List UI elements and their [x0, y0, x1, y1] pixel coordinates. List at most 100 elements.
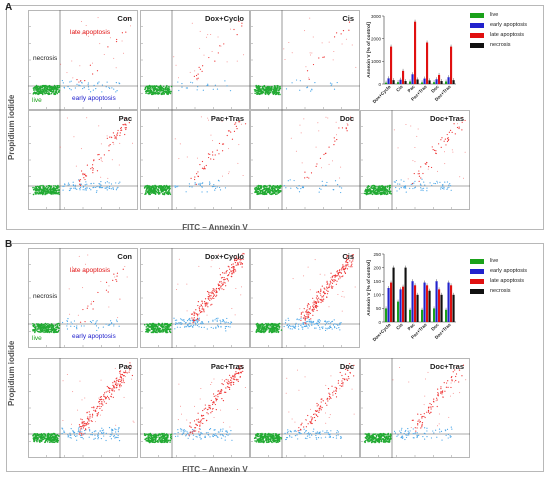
legend-label: live [490, 12, 499, 18]
category-label: Cis [395, 322, 404, 331]
late-apoptosis-label: late apoptosis [70, 29, 111, 36]
panel-a-y-axis-label: Propidium iodide [7, 94, 16, 160]
panel-a-x-axis-label: FITC – Annexin V [182, 223, 248, 232]
early-apoptosis-label: early apoptosis [72, 333, 116, 340]
bar [452, 294, 455, 322]
bar [452, 80, 455, 84]
plot-title: Pac [119, 362, 132, 371]
category-label: Doc [430, 322, 440, 332]
y-axis-label: Annexin V [% of control] [366, 260, 372, 316]
dots [363, 364, 467, 444]
legend-swatch [470, 278, 484, 284]
plot-title: Con [117, 252, 132, 261]
plot-title: Dox+Cyclo [205, 252, 244, 261]
panel-a-letter: A [5, 2, 13, 13]
y-tick-label: 1000 [371, 59, 382, 64]
plot-title: Pac+Tras [211, 362, 244, 371]
flow-plot: Doc [250, 110, 360, 210]
y-tick-label: 50 [376, 306, 382, 311]
legend-swatch [470, 258, 484, 264]
bar [397, 301, 400, 322]
plot-frame [140, 110, 250, 210]
dots [254, 116, 354, 196]
bar [421, 82, 424, 84]
category-label: Dox+Cyclo [372, 322, 392, 342]
flow-plot: Cis [250, 248, 360, 348]
panel-b-y-axis-label: Propidium iodide [7, 340, 16, 406]
legend-label: necrosis [490, 288, 511, 294]
dots [253, 363, 355, 444]
flow-plot: Dox+Cyclo [140, 248, 250, 348]
bar [447, 282, 450, 322]
category-label: Pac [407, 322, 417, 332]
legend-label: early apoptosis [490, 22, 527, 28]
legend-swatch [470, 12, 484, 18]
legend-item: live [470, 10, 527, 20]
flow-plot: Dox+Cyclo [140, 10, 250, 110]
plot-title: Pac+Tras [211, 114, 244, 123]
plot-frame [140, 358, 250, 458]
legend-swatch [470, 268, 484, 274]
y-tick-label: 3000 [371, 14, 382, 19]
plot-title: Dox+Cyclo [205, 14, 244, 23]
flow-plot: Con late apoptosis necrosis early apoptosis… [28, 248, 138, 348]
y-tick-label: 150 [373, 279, 381, 284]
bar [402, 286, 405, 322]
flow-plot: Pac [28, 358, 138, 458]
y-tick-label: 0 [378, 82, 381, 87]
bar [438, 74, 441, 84]
plot-title: Doc+Tras [430, 114, 464, 123]
flow-plot: Doc+Tras [360, 110, 470, 210]
panel-b-x-axis-label: FITC – Annexin V [182, 465, 248, 474]
plot-title: Cis [342, 14, 354, 23]
legend-b: live early apoptosis late apoptosis necrosi… [470, 256, 527, 296]
category-label: Doc [430, 84, 440, 94]
bar [428, 80, 431, 84]
category-label: Pac [407, 84, 417, 94]
flow-plot: Cis [250, 10, 360, 110]
plot-title: Doc [340, 114, 354, 123]
bar [416, 294, 419, 322]
y-tick-label: 0 [378, 320, 381, 325]
legend-item: necrosis [470, 40, 527, 50]
bar [409, 81, 412, 84]
bar [414, 285, 417, 322]
dots [253, 17, 357, 96]
late-apoptosis-label: late apoptosis [70, 267, 111, 274]
bar-chart-a: 0 1000 2000 3000 Annexin V [% of control]Dox… [366, 14, 456, 104]
legend-item: necrosis [470, 286, 527, 296]
flow-plot: Pac+Tras [140, 358, 250, 458]
bar [423, 282, 426, 322]
dots [143, 365, 246, 444]
legend-label: late apoptosis [490, 278, 524, 284]
bar [433, 82, 436, 84]
plot-title: Pac [119, 114, 132, 123]
plot-frame [250, 10, 360, 110]
flow-plot: Con late apoptosis necrosis early apoptosis… [28, 10, 138, 110]
bar [411, 74, 414, 84]
bar [385, 308, 388, 322]
plot-title: Con [117, 14, 132, 23]
flow-plot: Pac+Tras [140, 110, 250, 210]
y-tick-label: 200 [373, 265, 381, 270]
y-tick-label: 2000 [371, 36, 382, 41]
bar [397, 82, 400, 84]
bar [409, 309, 412, 322]
flow-plot: Pac [28, 110, 138, 210]
bar [428, 290, 431, 322]
bar [438, 289, 441, 322]
category-label: Dox+Cyclo [372, 84, 392, 104]
bar [414, 21, 417, 84]
bar [404, 81, 407, 84]
dots [143, 252, 245, 334]
legend-item: late apoptosis [470, 276, 527, 286]
plot-title: Doc+Tras [430, 362, 464, 371]
dots [32, 117, 134, 196]
bar [402, 70, 405, 84]
plot-title: Cis [342, 252, 354, 261]
dots [255, 253, 356, 334]
bar [445, 81, 448, 84]
bar [390, 46, 393, 84]
bar [390, 282, 393, 322]
